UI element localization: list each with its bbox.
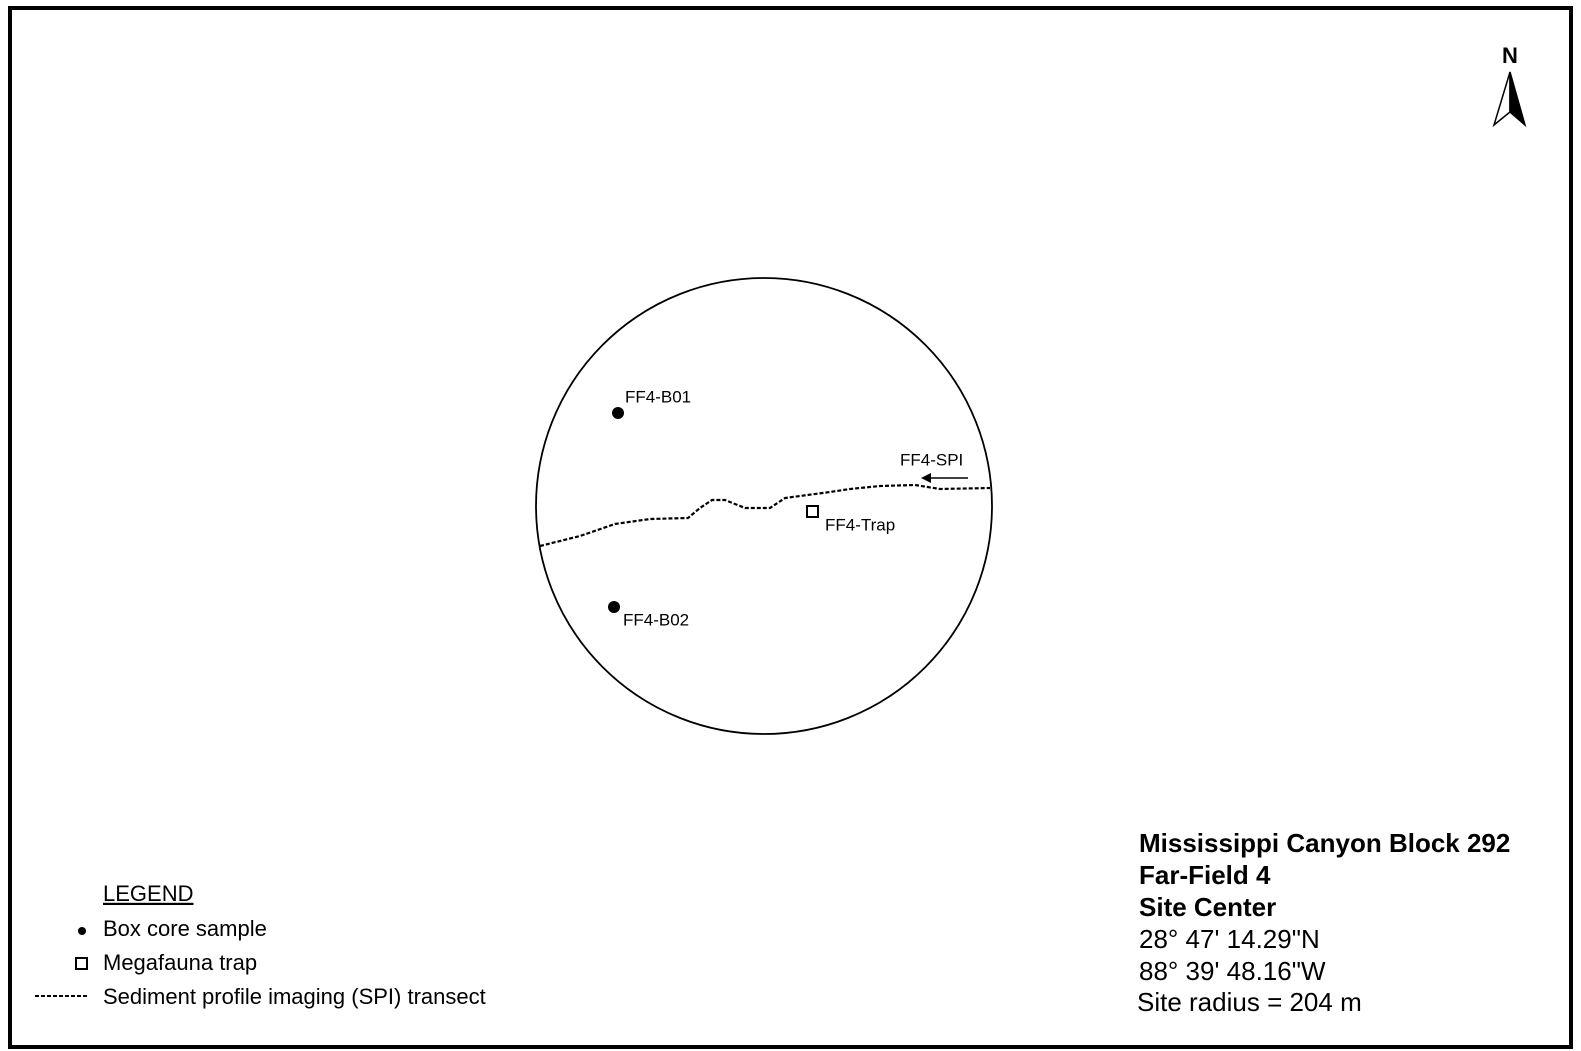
site-coord: 88° 39' 48.16"W — [1139, 956, 1326, 986]
box-core-point — [608, 601, 620, 613]
legend-square — [75, 957, 88, 970]
legend-title: LEGEND — [103, 881, 193, 906]
legend-item: Box core sample — [103, 916, 267, 941]
site-coord: 28° 47' 14.29"N — [1139, 924, 1320, 954]
legend-item: Sediment profile imaging (SPI) transect — [103, 984, 486, 1009]
north-arrow-right — [1509, 71, 1527, 128]
box-core-point — [612, 407, 624, 419]
north-arrow-left — [1492, 71, 1511, 128]
trap-marker — [806, 505, 819, 518]
sample-label: FF4-B02 — [623, 610, 689, 629]
site-radius: Site radius = 204 m — [1137, 987, 1362, 1017]
frame — [8, 6, 1573, 1049]
north-label: N — [1502, 43, 1518, 68]
sample-label: FF4-B01 — [625, 387, 691, 406]
site-title: Mississippi Canyon Block 292 — [1139, 828, 1510, 858]
transect-label: FF4-SPI — [900, 450, 963, 469]
transect-arrow-head — [921, 473, 931, 483]
legend-dot — [78, 927, 86, 935]
site-title: Far-Field 4 — [1139, 860, 1271, 890]
site-title: Site Center — [1139, 892, 1276, 922]
spi-transect — [539, 483, 991, 548]
legend-item: Megafauna trap — [103, 950, 257, 975]
trap-label: FF4-Trap — [825, 515, 895, 534]
site-circle — [535, 277, 993, 735]
